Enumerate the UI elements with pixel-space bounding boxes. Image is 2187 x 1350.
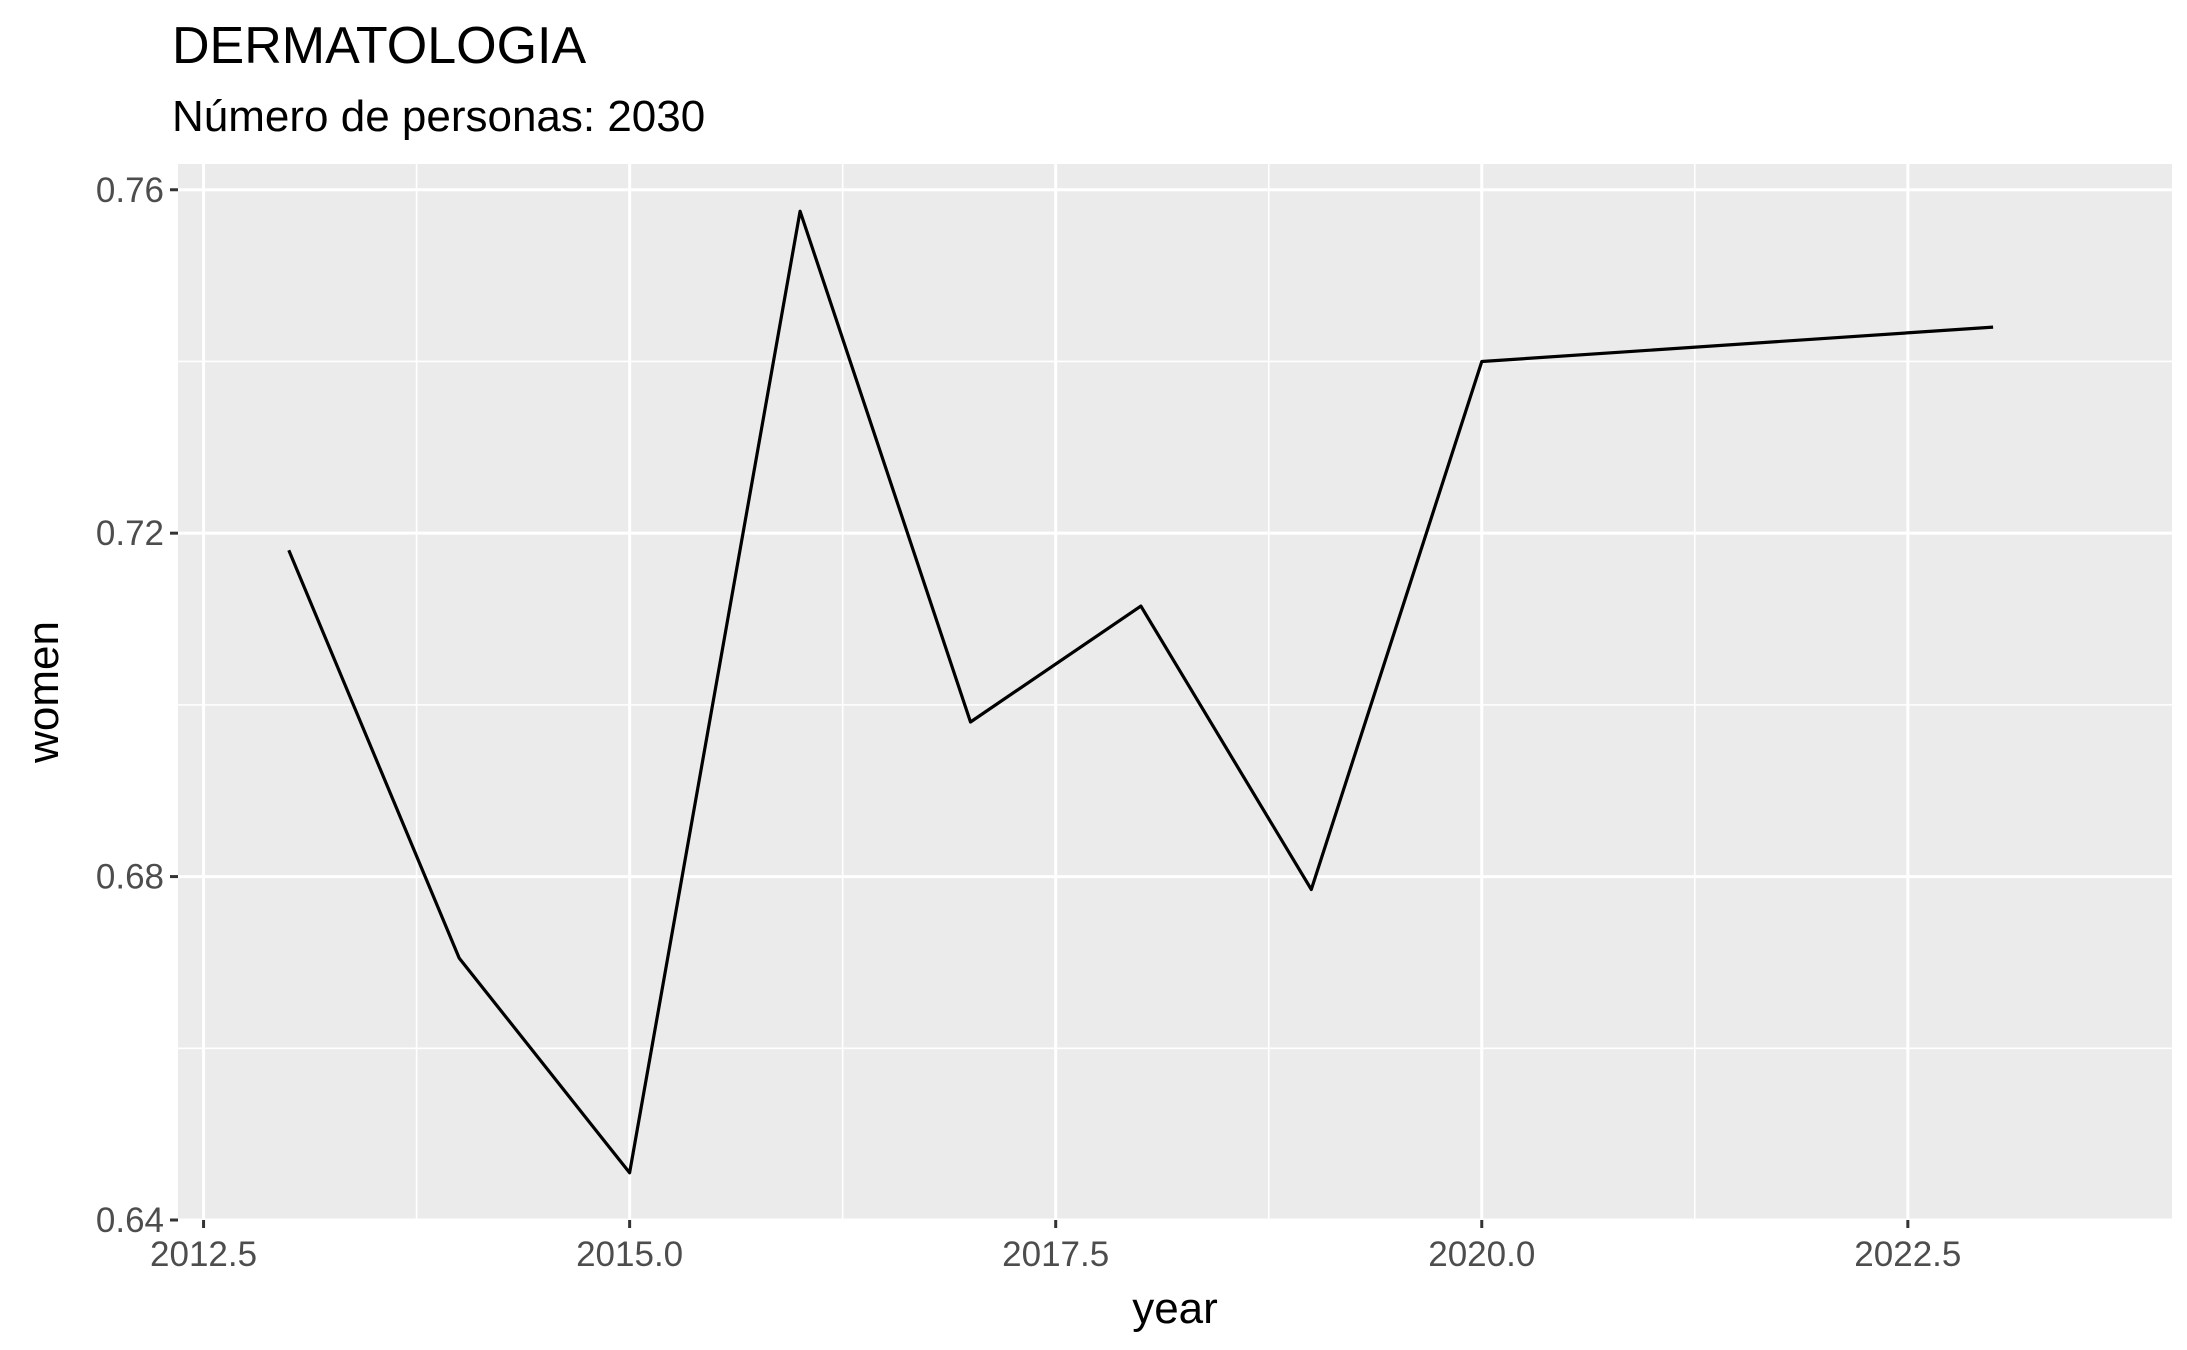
x-tick-label: 2015.0 (576, 1235, 683, 1274)
tick-labels: 2012.5 2015.0 2017.5 2020.0 2022.5 0.64 0.68 0.… (96, 171, 1961, 1274)
y-tick-label: 0.68 (96, 858, 164, 897)
chart-subtitle: Número de personas: 2030 (172, 92, 705, 141)
axes (170, 188, 1910, 1228)
x-tick-label: 2020.0 (1428, 1235, 1535, 1274)
y-axis-title: women (19, 621, 68, 764)
x-tick-label: 2017.5 (1002, 1235, 1109, 1274)
series-line (287, 209, 1994, 1175)
series-layer (287, 209, 1994, 1175)
chart-title: DERMATOLOGIA (172, 17, 586, 75)
x-tick-label: 2022.5 (1854, 1235, 1961, 1274)
y-tick-label: 0.76 (96, 171, 164, 210)
major-gridlines (178, 164, 2172, 1222)
y-tick-label: 0.72 (96, 514, 164, 553)
y-tick-label: 0.64 (96, 1201, 164, 1240)
x-tick-label: 2012.5 (150, 1235, 257, 1274)
plot-panel (178, 164, 2172, 1220)
x-axis-title: year (1132, 1284, 1218, 1333)
